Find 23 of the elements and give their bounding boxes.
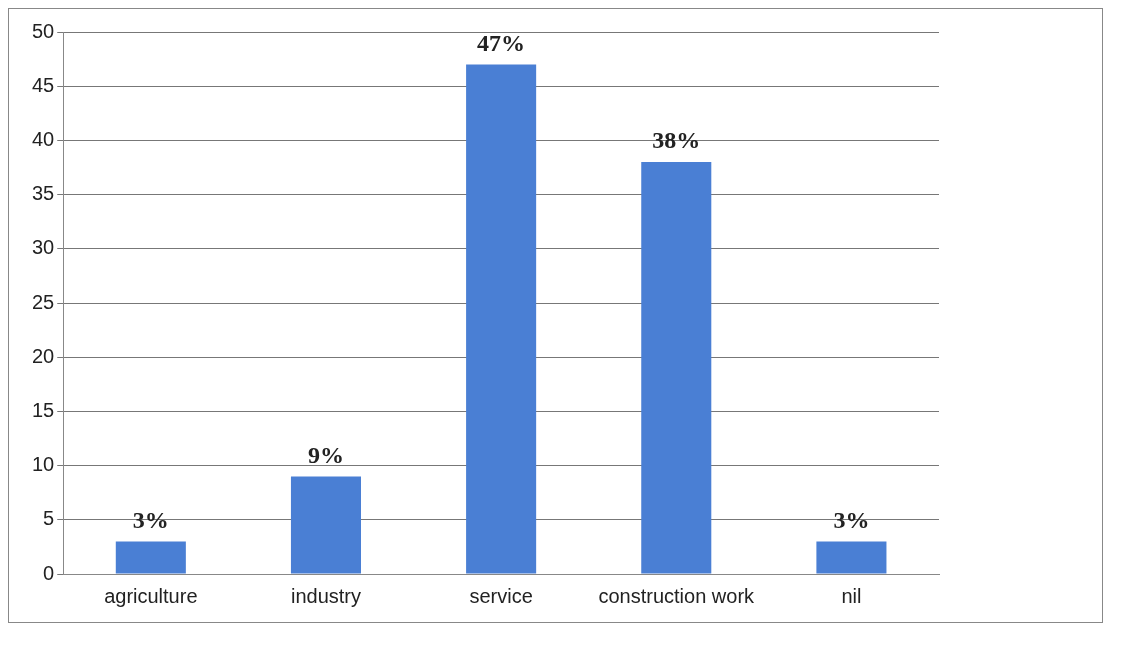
x-tick-label: industry [290,584,361,607]
y-tick-label: 5 [43,507,55,530]
y-tick-label: 25 [32,290,55,313]
bar [466,64,537,574]
bar [641,162,712,574]
x-tick-label: nil [841,584,862,607]
y-tick-label: 35 [32,182,55,205]
y-tick-label: 15 [32,398,55,421]
y-tick-label: 45 [32,73,55,96]
x-tick-label: agriculture [104,584,198,607]
y-tick-label: 30 [32,236,55,259]
bar [290,476,361,574]
y-tick-label: 10 [32,453,55,476]
y-tick-label: 20 [32,344,55,367]
y-tick-label: 40 [32,127,55,150]
bar [115,541,186,574]
x-tick-label: service [469,584,533,607]
y-tick-label: 50 [32,19,55,42]
data-label: 47% [477,29,526,56]
x-tick-label: construction work [598,584,756,607]
data-label: 9% [307,441,344,468]
bar [816,541,887,574]
y-tick-label: 0 [43,561,55,584]
